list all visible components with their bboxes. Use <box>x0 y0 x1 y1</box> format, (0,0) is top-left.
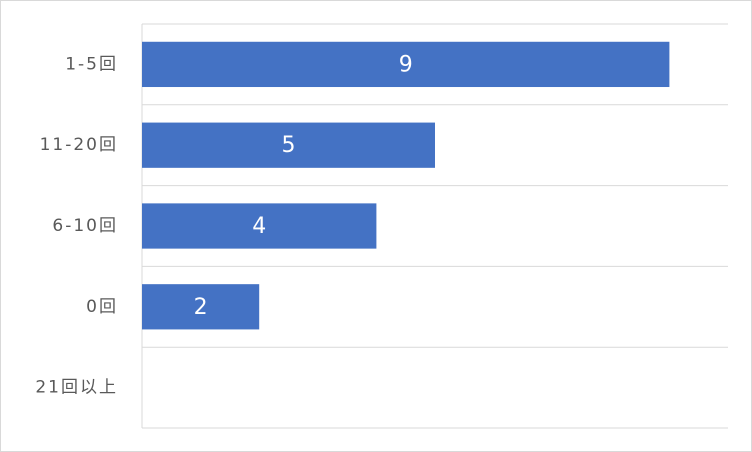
bar <box>142 122 435 168</box>
bar <box>142 284 260 330</box>
data-label: 2 <box>194 295 208 320</box>
data-label: 5 <box>282 133 296 158</box>
y-tick-label: 6-10回 <box>52 216 118 236</box>
data-label: 9 <box>399 52 413 77</box>
y-tick-label: 21回以上 <box>35 378 118 398</box>
y-tick-label: 1-5回 <box>65 54 118 74</box>
data-label: 4 <box>252 214 266 239</box>
y-tick-label: 0回 <box>86 297 118 317</box>
y-tick-label: 11-20回 <box>40 135 118 155</box>
bar <box>142 41 670 88</box>
bar <box>142 203 377 249</box>
